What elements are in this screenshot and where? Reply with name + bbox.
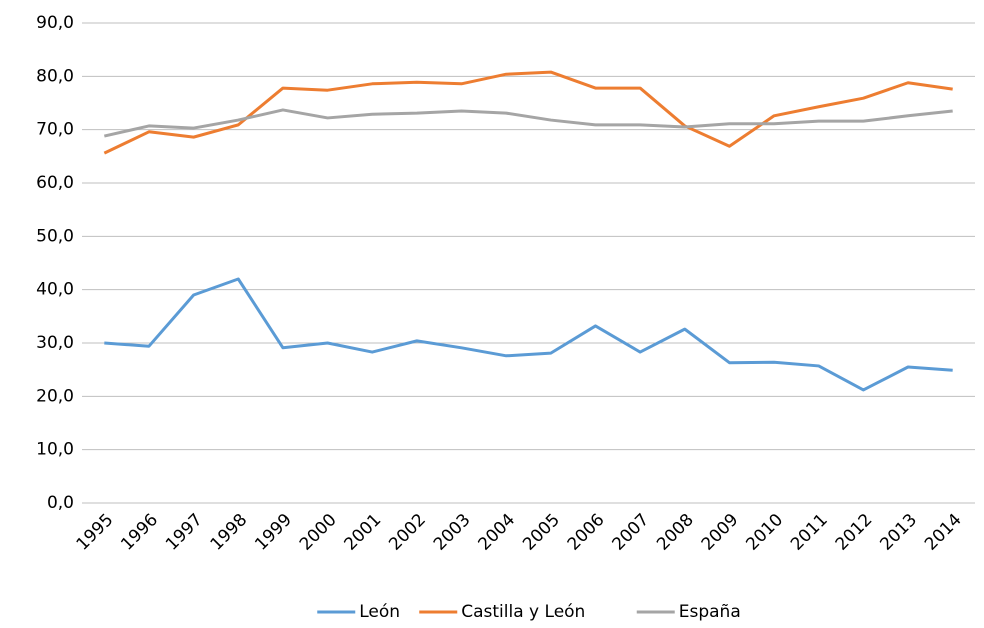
x-tick-label: 2002 xyxy=(385,510,430,555)
line-series xyxy=(104,277,953,392)
y-tick-label: 30,0 xyxy=(36,333,74,353)
x-tick-label: 2000 xyxy=(296,510,341,555)
x-tick-label: 2009 xyxy=(698,510,743,555)
x-tick-label: 1997 xyxy=(162,510,207,555)
x-tick-label: 2007 xyxy=(608,510,653,555)
x-tick-label: 2004 xyxy=(475,510,520,555)
x-tick-label: 2012 xyxy=(832,510,877,555)
line-series xyxy=(103,108,953,138)
x-tick-label: 2001 xyxy=(341,510,386,555)
y-tick-label: 90,0 xyxy=(36,13,74,33)
x-tick-label: 1998 xyxy=(207,510,252,555)
x-tick-label: 2010 xyxy=(742,510,787,555)
y-tick-label: 60,0 xyxy=(36,173,74,193)
x-tick-label: 2005 xyxy=(519,510,564,555)
legend-label: España xyxy=(679,602,741,622)
x-tick-label: 2011 xyxy=(787,510,832,555)
x-tick-label: 2006 xyxy=(564,510,609,555)
x-tick-label: 2003 xyxy=(430,510,475,555)
legend-label: Castilla y León xyxy=(461,602,585,622)
x-tick-label: 2014 xyxy=(921,510,966,555)
x-tick-label: 1996 xyxy=(117,510,162,555)
y-tick-label: 80,0 xyxy=(36,66,74,86)
x-tick-label: 2013 xyxy=(876,510,921,555)
y-tick-label: 10,0 xyxy=(36,440,74,460)
y-tick-label: 50,0 xyxy=(36,226,74,246)
x-tick-label: 2008 xyxy=(653,510,698,555)
y-tick-label: 0,0 xyxy=(47,493,74,513)
y-tick-label: 70,0 xyxy=(36,120,74,140)
y-tick-label: 40,0 xyxy=(36,280,74,300)
y-tick-label: 20,0 xyxy=(36,386,74,406)
x-tick-label: 1999 xyxy=(251,510,296,555)
line-series xyxy=(103,70,953,155)
legend-label: León xyxy=(359,602,400,622)
x-tick-label: 1995 xyxy=(73,510,118,555)
